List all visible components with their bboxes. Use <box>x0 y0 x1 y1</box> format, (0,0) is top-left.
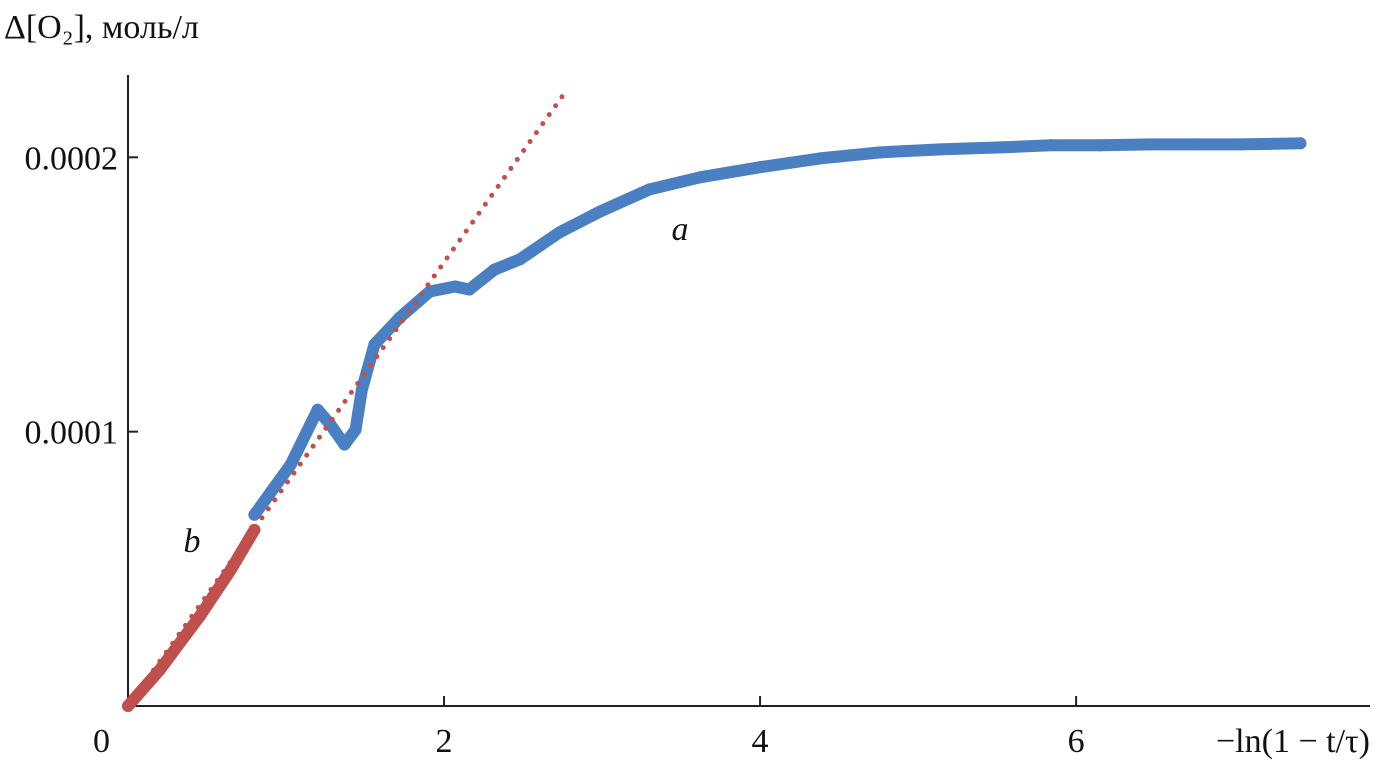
data-point <box>994 141 1007 154</box>
data-point <box>814 152 827 165</box>
series-trace <box>248 137 1307 521</box>
data-point <box>153 664 166 677</box>
data-point <box>874 146 887 159</box>
data-point <box>1294 137 1307 150</box>
x-tick-label: 4 <box>752 723 769 760</box>
data-point <box>338 438 351 451</box>
data-point <box>488 263 501 276</box>
data-point <box>349 423 362 436</box>
data-point <box>1093 139 1106 152</box>
data-point <box>224 563 237 576</box>
data-point <box>355 383 368 396</box>
data-point <box>248 508 261 521</box>
data-point <box>1234 138 1247 151</box>
data-point <box>934 143 947 156</box>
x-axis-label: −ln(1 − t/τ) <box>1216 723 1370 760</box>
data-point <box>553 226 566 239</box>
data-point <box>194 608 207 621</box>
x-tick-label: 0 <box>93 723 110 760</box>
data-point <box>1044 139 1057 152</box>
series-label: b <box>184 523 201 560</box>
data-point <box>1144 138 1157 151</box>
data-point <box>513 253 526 266</box>
x-tick-label: 6 <box>1068 723 1085 760</box>
fit-line <box>125 86 570 709</box>
data-point <box>643 183 656 196</box>
data-point <box>594 205 607 218</box>
data-point <box>754 161 767 174</box>
data-point <box>1193 138 1206 151</box>
data-point <box>311 403 324 416</box>
data-point <box>463 283 476 296</box>
data-point <box>449 280 462 293</box>
x-tick-label: 2 <box>436 723 453 760</box>
data-point <box>694 171 707 184</box>
data-point <box>368 338 381 351</box>
y-axis-label: Δ[O₂], моль/л <box>4 9 199 46</box>
data-point <box>284 458 297 471</box>
data-point <box>423 285 436 298</box>
y-tick-label: 0.0001 <box>25 415 119 452</box>
y-tick-label: 0.0002 <box>25 140 119 177</box>
series-label: a <box>672 211 689 248</box>
